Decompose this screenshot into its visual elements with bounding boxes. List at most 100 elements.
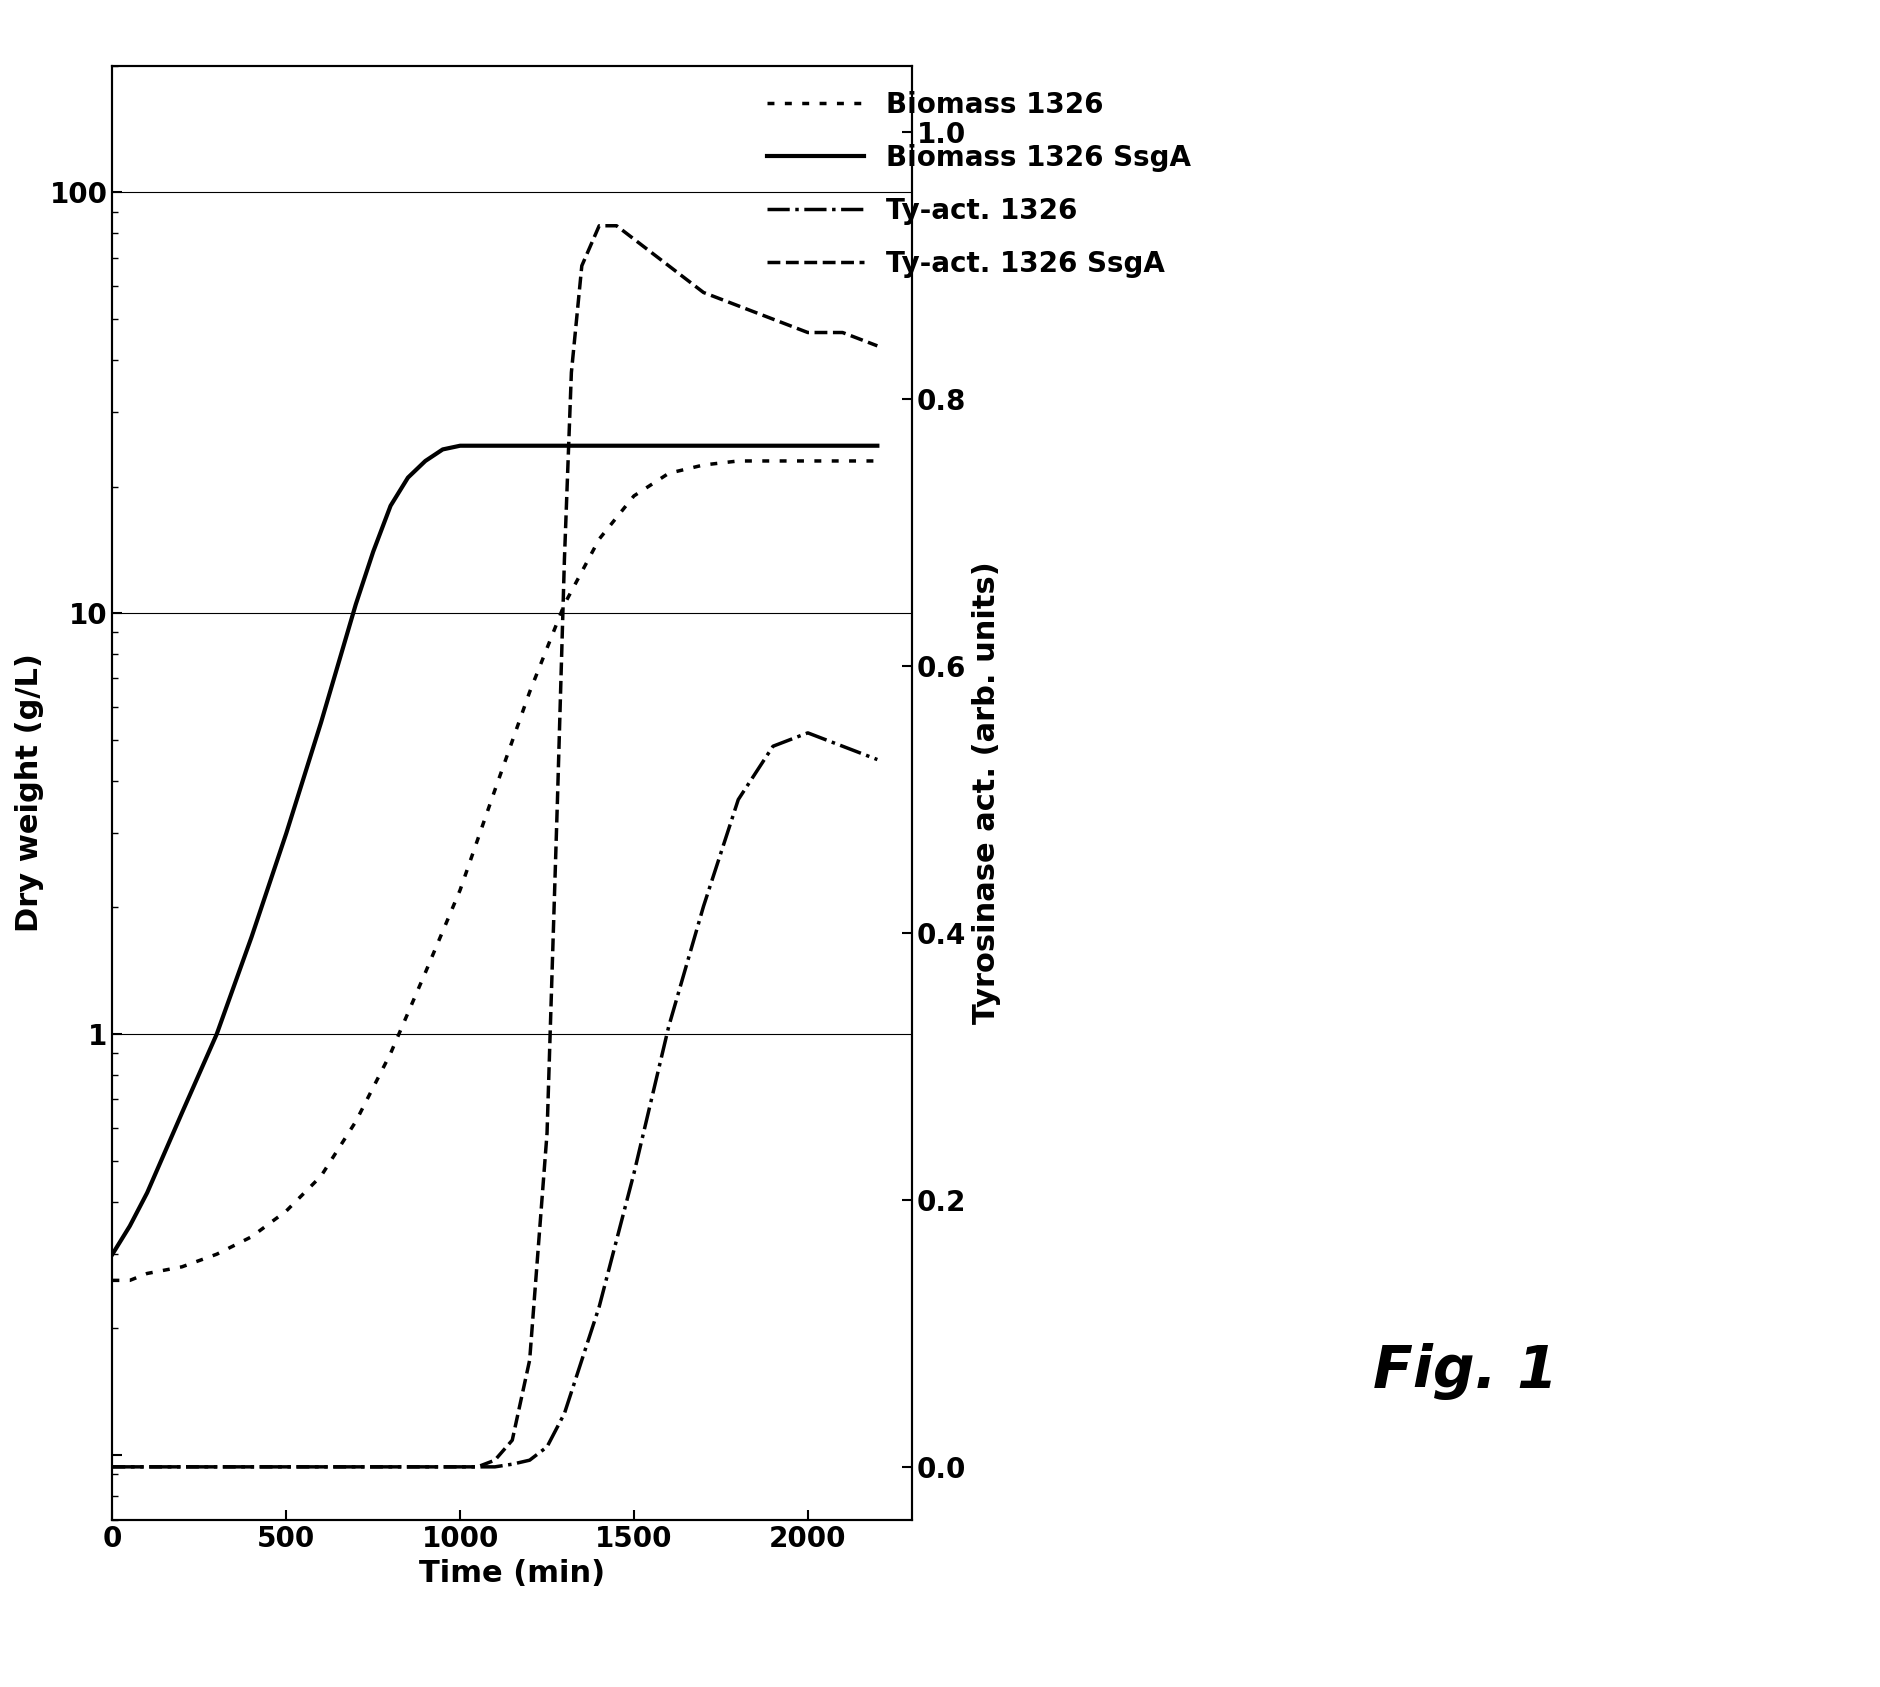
- Ty-act. 1326: [692, 896, 714, 916]
- Ty-act. 1326 SsgA: [588, 216, 611, 236]
- Ty-act. 1326 SsgA: [570, 256, 592, 277]
- Biomass 1326 SsgA: [865, 435, 887, 455]
- Ty-act. 1326: [500, 1454, 523, 1474]
- Line: Biomass 1326: Biomass 1326: [113, 461, 876, 1280]
- Biomass 1326 SsgA: [135, 1183, 158, 1203]
- Ty-act. 1326 SsgA: [605, 216, 628, 236]
- Ty-act. 1326: [831, 736, 854, 756]
- Biomass 1326 SsgA: [431, 439, 453, 459]
- Ty-act. 1326 SsgA: [692, 282, 714, 302]
- Ty-act. 1326 SsgA: [795, 322, 818, 342]
- Ty-act. 1326: [726, 790, 748, 810]
- Ty-act. 1326 SsgA: [414, 1458, 436, 1478]
- Biomass 1326: [658, 464, 681, 484]
- Biomass 1326 SsgA: [519, 435, 541, 455]
- Biomass 1326: [865, 450, 887, 471]
- Ty-act. 1326 SsgA: [500, 1431, 523, 1451]
- Line: Ty-act. 1326 SsgA: Ty-act. 1326 SsgA: [113, 226, 876, 1468]
- Line: Biomass 1326 SsgA: Biomass 1326 SsgA: [113, 445, 876, 1253]
- Biomass 1326 SsgA: [466, 435, 489, 455]
- Ty-act. 1326: [761, 736, 784, 756]
- Biomass 1326 SsgA: [500, 435, 523, 455]
- Ty-act. 1326 SsgA: [560, 363, 583, 383]
- Biomass 1326: [622, 486, 645, 506]
- Biomass 1326 SsgA: [622, 435, 645, 455]
- Biomass 1326 SsgA: [761, 435, 784, 455]
- Ty-act. 1326: [483, 1458, 506, 1478]
- Biomass 1326: [414, 963, 436, 984]
- Ty-act. 1326 SsgA: [865, 336, 887, 356]
- Ty-act. 1326: [519, 1451, 541, 1471]
- Ty-act. 1326 SsgA: [449, 1458, 472, 1478]
- Biomass 1326: [171, 1257, 194, 1277]
- Biomass 1326 SsgA: [795, 435, 818, 455]
- Y-axis label: Dry weight (g/L): Dry weight (g/L): [15, 653, 43, 933]
- Biomass 1326: [274, 1201, 297, 1221]
- Biomass 1326 SsgA: [205, 1024, 227, 1044]
- Biomass 1326 SsgA: [588, 435, 611, 455]
- Ty-act. 1326 SsgA: [171, 1458, 194, 1478]
- Ty-act. 1326 SsgA: [545, 790, 568, 810]
- Ty-act. 1326: [536, 1437, 558, 1458]
- Biomass 1326: [344, 1112, 367, 1132]
- Ty-act. 1326: [622, 1162, 645, 1183]
- Ty-act. 1326 SsgA: [831, 322, 854, 342]
- Ty-act. 1326 SsgA: [726, 295, 748, 315]
- Biomass 1326 SsgA: [831, 435, 854, 455]
- Ty-act. 1326 SsgA: [658, 256, 681, 277]
- Legend: Biomass 1326, Biomass 1326 SsgA, Ty-act. 1326, Ty-act. 1326 SsgA: Biomass 1326, Biomass 1326 SsgA, Ty-act.…: [756, 79, 1201, 288]
- Y-axis label: Tyrosinase act. (arb. units): Tyrosinase act. (arb. units): [972, 562, 1000, 1024]
- Biomass 1326 SsgA: [658, 435, 681, 455]
- Ty-act. 1326 SsgA: [102, 1458, 124, 1478]
- Biomass 1326: [795, 450, 818, 471]
- Ty-act. 1326 SsgA: [310, 1458, 333, 1478]
- Biomass 1326: [102, 1270, 124, 1291]
- Biomass 1326 SsgA: [414, 450, 436, 471]
- Biomass 1326: [588, 530, 611, 550]
- Biomass 1326 SsgA: [310, 712, 333, 732]
- Ty-act. 1326: [466, 1458, 489, 1478]
- Biomass 1326 SsgA: [692, 435, 714, 455]
- Biomass 1326 SsgA: [397, 467, 419, 488]
- Ty-act. 1326: [449, 1458, 472, 1478]
- Ty-act. 1326: [553, 1404, 575, 1424]
- Biomass 1326 SsgA: [483, 435, 506, 455]
- Biomass 1326: [241, 1226, 263, 1247]
- Biomass 1326: [135, 1264, 158, 1284]
- Ty-act. 1326: [102, 1458, 124, 1478]
- Ty-act. 1326: [310, 1458, 333, 1478]
- Ty-act. 1326: [171, 1458, 194, 1478]
- Biomass 1326: [692, 455, 714, 476]
- Biomass 1326 SsgA: [380, 496, 402, 516]
- Ty-act. 1326 SsgA: [483, 1451, 506, 1471]
- Biomass 1326 SsgA: [449, 435, 472, 455]
- Ty-act. 1326 SsgA: [553, 550, 575, 570]
- Biomass 1326 SsgA: [726, 435, 748, 455]
- Ty-act. 1326 SsgA: [519, 1350, 541, 1370]
- Biomass 1326 SsgA: [274, 823, 297, 844]
- Ty-act. 1326: [414, 1458, 436, 1478]
- Ty-act. 1326 SsgA: [761, 309, 784, 329]
- Biomass 1326: [553, 594, 575, 614]
- Biomass 1326 SsgA: [102, 1243, 124, 1264]
- Biomass 1326 SsgA: [553, 435, 575, 455]
- Biomass 1326: [310, 1166, 333, 1186]
- Biomass 1326 SsgA: [344, 594, 367, 614]
- Ty-act. 1326 SsgA: [639, 243, 662, 263]
- Biomass 1326: [519, 682, 541, 702]
- Ty-act. 1326 SsgA: [536, 1124, 558, 1144]
- Ty-act. 1326: [588, 1297, 611, 1318]
- Biomass 1326 SsgA: [241, 928, 263, 948]
- Biomass 1326: [449, 881, 472, 901]
- Ty-act. 1326 SsgA: [380, 1458, 402, 1478]
- Ty-act. 1326: [795, 722, 818, 742]
- Line: Ty-act. 1326: Ty-act. 1326: [113, 732, 876, 1468]
- Ty-act. 1326 SsgA: [241, 1458, 263, 1478]
- Ty-act. 1326 SsgA: [466, 1458, 489, 1478]
- Biomass 1326: [118, 1270, 141, 1291]
- Biomass 1326: [205, 1243, 227, 1264]
- Ty-act. 1326 SsgA: [622, 229, 645, 250]
- Ty-act. 1326: [241, 1458, 263, 1478]
- Ty-act. 1326: [380, 1458, 402, 1478]
- Biomass 1326 SsgA: [171, 1103, 194, 1124]
